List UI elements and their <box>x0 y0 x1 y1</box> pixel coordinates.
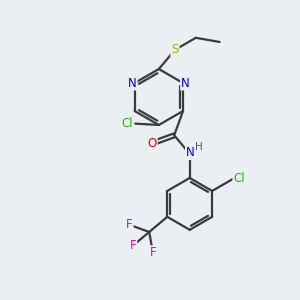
Text: S: S <box>171 44 178 56</box>
Text: O: O <box>147 137 157 150</box>
Text: N: N <box>181 76 190 89</box>
Text: F: F <box>130 239 136 252</box>
Text: F: F <box>126 218 133 231</box>
Text: H: H <box>195 142 203 152</box>
Text: Cl: Cl <box>233 172 245 185</box>
Text: N: N <box>128 76 136 89</box>
Text: N: N <box>186 146 195 159</box>
Text: F: F <box>150 246 156 260</box>
Text: Cl: Cl <box>122 117 134 130</box>
